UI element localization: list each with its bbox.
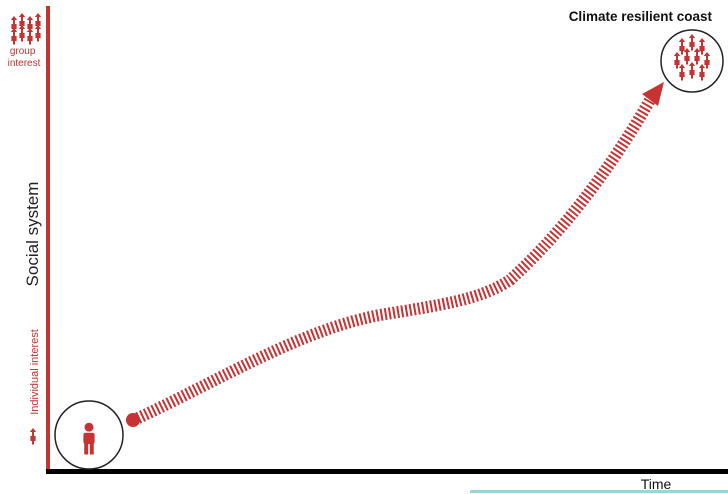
- group-interest-icon: [10, 13, 42, 45]
- group-interest-line-1: group: [10, 46, 36, 57]
- individual-node: [54, 400, 124, 470]
- group-interest-label: group interest: [8, 46, 41, 69]
- individual-interest-label: Individual interest: [29, 329, 41, 415]
- trajectory-path: [131, 97, 656, 426]
- individual-interest-icon: [29, 428, 37, 445]
- x-axis-label: Time: [641, 476, 672, 492]
- y-axis-label: Social system: [23, 182, 42, 287]
- y-axis-line: [46, 6, 50, 472]
- goal-label: Climate resilient coast: [569, 9, 713, 24]
- group-interest-line-2: interest: [8, 58, 41, 69]
- climate-resilient-coast-node: [660, 29, 724, 93]
- x-axis-line: [46, 469, 728, 474]
- bottom-accent-strip: [470, 490, 728, 493]
- trajectory-arrowhead: [642, 82, 664, 106]
- trajectory-start-dot: [126, 413, 140, 427]
